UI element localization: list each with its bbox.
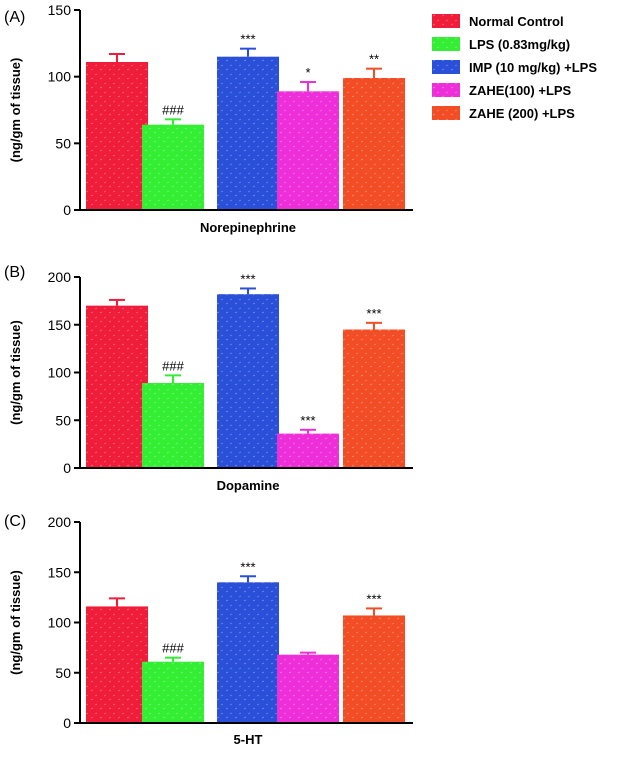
significance-label: **: [369, 52, 379, 67]
panel-label: (C): [4, 513, 26, 530]
bar-texture: [217, 582, 279, 723]
y-tick-label: 200: [48, 514, 72, 530]
significance-label: ***: [300, 413, 315, 428]
legend-item: LPS (0.83mg/kg): [432, 37, 570, 52]
panel-label: (B): [4, 264, 25, 281]
x-axis-title: Norepinephrine: [200, 220, 296, 235]
bar-texture: [86, 62, 148, 210]
bar-texture: [277, 654, 339, 723]
bar-texture: [86, 606, 148, 723]
bar-texture: [217, 294, 279, 468]
legend-item: IMP (10 mg/kg) +LPS: [432, 60, 597, 75]
legend-item: Normal Control: [432, 14, 564, 29]
significance-label: ###: [162, 102, 184, 117]
panel-3: (C) (ng/gm of tissue) ### *** *** 0 50 100 150 20…: [4, 513, 413, 747]
y-tick-label: 0: [63, 715, 71, 731]
bar-texture: [142, 124, 204, 210]
y-axis-label: (ng/gm of tissue): [8, 58, 23, 163]
y-tick-label: 100: [48, 69, 72, 85]
y-tick-label: 150: [48, 2, 72, 18]
panel-2: (B) (ng/gm of tissue) ### *** *** *** 0 50 100 15…: [4, 264, 413, 493]
bar-texture: [343, 615, 405, 723]
x-axis-title: Dopamine: [217, 478, 280, 493]
bar-texture: [217, 56, 279, 210]
legend-label: ZAHE(100) +LPS: [469, 83, 572, 98]
y-tick-label: 100: [48, 365, 72, 381]
bar-texture: [343, 329, 405, 468]
bar-texture: [142, 661, 204, 723]
panels: (A)(ng/gm of tissue) ###******050100150No…: [4, 2, 413, 747]
legend-swatch-texture: [432, 83, 460, 97]
significance-label: ###: [162, 358, 184, 373]
y-tick-label: 150: [48, 564, 72, 580]
bar-texture: [86, 305, 148, 468]
significance-label: ***: [366, 591, 381, 606]
y-tick-label: 100: [48, 615, 72, 631]
legend-label: Normal Control: [469, 14, 564, 29]
panel-label: (A): [4, 9, 25, 26]
legend-label: LPS (0.83mg/kg): [469, 37, 570, 52]
significance-label: ***: [366, 306, 381, 321]
legend-label: IMP (10 mg/kg) +LPS: [469, 60, 597, 75]
legend-label: ZAHE (200) +LPS: [469, 106, 575, 121]
legend: Normal Control LPS (0.83mg/kg) IMP (10 mg/…: [432, 14, 597, 121]
legend-swatch-texture: [432, 14, 460, 28]
panel-1: (A)(ng/gm of tissue) ###******050100150No…: [4, 2, 413, 235]
legend-item: ZAHE (200) +LPS: [432, 106, 575, 121]
y-tick-label: 50: [55, 135, 71, 151]
y-tick-label: 200: [48, 269, 72, 285]
bar-texture: [343, 78, 405, 210]
significance-label: ***: [240, 32, 255, 47]
legend-swatch-texture: [432, 106, 460, 120]
x-axis-title: 5-HT: [234, 732, 263, 747]
y-tick-label: 50: [55, 665, 71, 681]
y-axis-label: (ng/gm of tissue): [8, 570, 23, 675]
legend-swatch-texture: [432, 60, 460, 74]
significance-label: *: [305, 65, 310, 80]
significance-label: ###: [162, 641, 184, 656]
significance-label: ***: [240, 559, 255, 574]
y-tick-label: 150: [48, 317, 72, 333]
significance-label: ***: [240, 271, 255, 286]
bar-texture: [277, 91, 339, 210]
y-tick-label: 50: [55, 412, 71, 428]
y-axis-label: (ng/gm of tissue): [8, 320, 23, 425]
bar-texture: [277, 433, 339, 468]
bar-texture: [142, 383, 204, 468]
legend-item: ZAHE(100) +LPS: [432, 83, 572, 98]
y-tick-label: 0: [63, 460, 71, 476]
legend-swatch-texture: [432, 37, 460, 51]
y-tick-label: 0: [63, 202, 71, 218]
